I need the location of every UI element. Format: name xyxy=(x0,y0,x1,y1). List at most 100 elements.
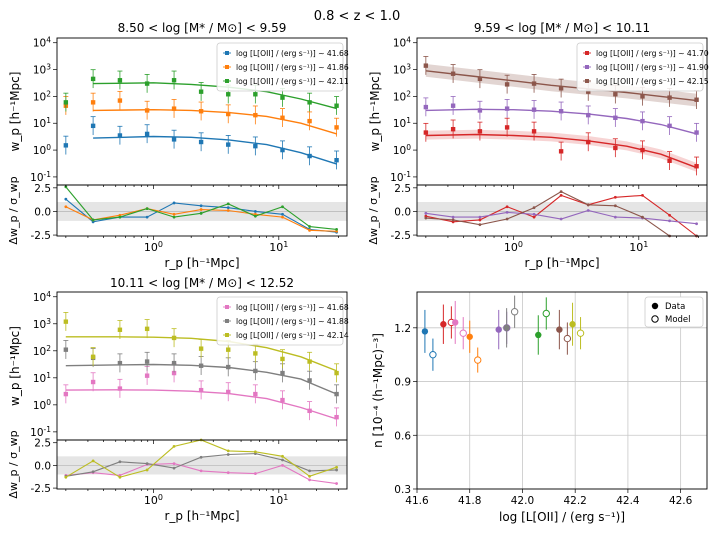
legend-marker xyxy=(585,51,589,55)
point-pair xyxy=(466,320,482,373)
residual-point xyxy=(641,215,644,219)
data-point xyxy=(171,137,177,142)
y-axis-label: w_p [h⁻¹Mpc] xyxy=(8,72,22,152)
data-point xyxy=(226,92,231,97)
data-point xyxy=(226,347,231,352)
data-point xyxy=(198,363,204,368)
residual-point xyxy=(172,215,176,219)
residual-point xyxy=(253,210,257,213)
data-point xyxy=(334,391,339,397)
legend-marker xyxy=(225,305,229,309)
y-tick-label: 0.3 xyxy=(394,484,411,496)
legend-marker-model xyxy=(651,315,659,323)
legend-marker-data xyxy=(651,302,659,310)
y-tick-label: 102 xyxy=(33,89,51,103)
model-point xyxy=(542,309,550,318)
data-point xyxy=(117,386,123,391)
panel-title: 10.11 < log [M* / M⊙] < 12.52 xyxy=(110,276,294,290)
data-point xyxy=(280,370,285,376)
data-point xyxy=(640,94,645,99)
data-point xyxy=(253,112,258,118)
y-tick-label: 0.9 xyxy=(394,377,411,389)
y-tick-label: 103 xyxy=(393,63,411,77)
residual-point xyxy=(641,193,644,197)
residual-point xyxy=(505,205,509,209)
data-point xyxy=(253,368,258,374)
data-point xyxy=(558,86,564,91)
residual-point xyxy=(424,211,428,215)
model-point xyxy=(459,329,467,337)
residual-point xyxy=(281,205,284,209)
data-point xyxy=(198,346,204,351)
data-point xyxy=(694,130,699,135)
data-point xyxy=(556,326,563,333)
data-point xyxy=(198,109,204,114)
data-point xyxy=(90,123,96,129)
residual-point xyxy=(613,195,617,199)
data-point xyxy=(504,106,510,111)
data-point xyxy=(667,123,672,129)
residual-point xyxy=(335,227,338,231)
model-curve xyxy=(93,108,337,135)
residual-point xyxy=(424,216,428,220)
x-tick-label: 100 xyxy=(144,493,163,507)
data-point xyxy=(253,391,258,397)
residual-point xyxy=(451,218,455,222)
residual-point xyxy=(695,222,698,226)
residual-point xyxy=(308,478,311,482)
data-point xyxy=(307,100,312,105)
resid-y-tick-label: 0.0 xyxy=(394,206,411,218)
residual-point xyxy=(226,206,230,210)
y-tick-label: 10-1 xyxy=(390,170,411,184)
residual-point xyxy=(586,203,590,207)
data-point xyxy=(334,125,339,130)
data-point xyxy=(63,319,69,324)
data-point xyxy=(495,326,502,333)
x-tick-label: 41.6 xyxy=(405,495,429,507)
x-axis-label: r_p [h⁻¹Mpc] xyxy=(164,509,239,523)
data-point xyxy=(63,391,69,397)
model-point xyxy=(474,356,482,364)
legend-frame xyxy=(644,296,704,328)
data-point xyxy=(640,147,645,153)
series-0 xyxy=(423,117,700,238)
residual-point xyxy=(64,197,68,201)
data-point xyxy=(226,364,231,370)
residual-point xyxy=(668,219,671,223)
figure-suptitle: 0.8 < z < 1.0 xyxy=(314,9,401,24)
residual-point xyxy=(281,454,284,458)
data-point xyxy=(144,108,150,113)
data-point xyxy=(280,147,285,153)
x-axis-label: r_p [h⁻¹Mpc] xyxy=(524,256,599,270)
data-point xyxy=(90,379,96,385)
residual-axis-label: Δw_p / σ_wp xyxy=(7,176,20,244)
data-point xyxy=(423,63,429,68)
y-tick-label: 100 xyxy=(393,143,411,157)
residual-point xyxy=(281,458,284,462)
legend: log [L[OII] / (erg s⁻¹)] ~ 41.68 log [L[O… xyxy=(216,42,349,92)
point-pair xyxy=(421,309,437,371)
legend-marker xyxy=(585,79,589,83)
residual-point xyxy=(613,215,617,219)
residual-point xyxy=(145,468,149,472)
data-point xyxy=(226,142,231,147)
data-point xyxy=(450,103,456,108)
y-tick-label: 1.2 xyxy=(394,323,411,335)
data-point xyxy=(477,129,483,134)
residual-point xyxy=(64,205,68,209)
residual-point xyxy=(199,208,203,211)
residual-point xyxy=(586,209,590,212)
legend-label: log [L[OII] / (erg s⁻¹)] ~ 41.68 xyxy=(236,49,349,58)
point-pair xyxy=(440,304,456,344)
legend-label: Model xyxy=(665,315,691,325)
x-tick-label: 42.2 xyxy=(563,495,586,507)
data-point xyxy=(253,143,258,149)
data-point xyxy=(171,78,177,83)
residual-point xyxy=(172,212,176,216)
y-axis-label: n [10⁻⁴ (h⁻¹Mpc)⁻³] xyxy=(371,333,385,448)
data-point xyxy=(531,129,537,134)
legend-marker xyxy=(225,79,229,83)
legend-label: log [L[OII] / (erg s⁻¹)] ~ 42.14 xyxy=(236,331,349,340)
y-tick-label: 104 xyxy=(33,36,51,50)
y-tick-label: 100 xyxy=(33,143,51,157)
